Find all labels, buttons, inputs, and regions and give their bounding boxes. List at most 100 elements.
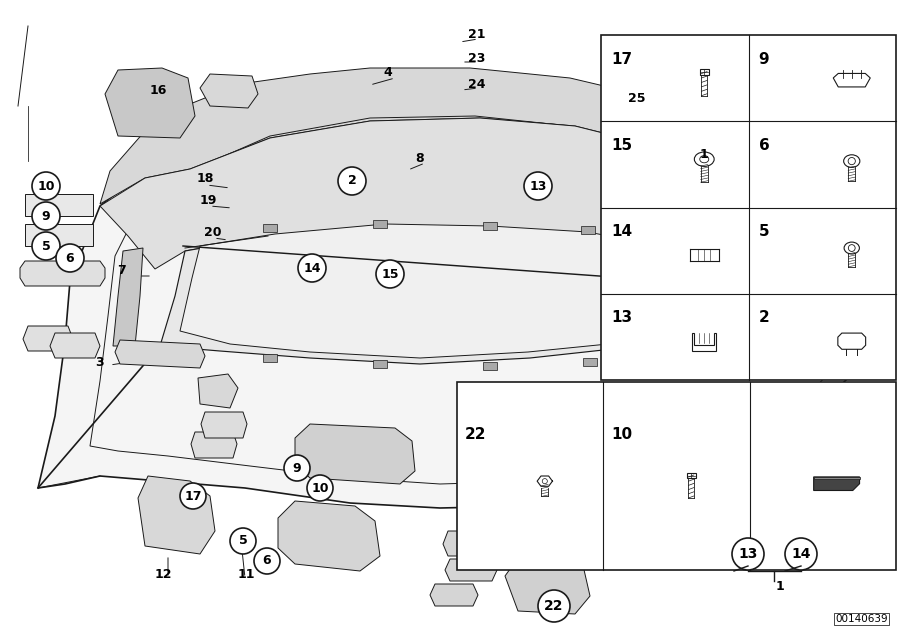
Bar	[483, 222, 497, 230]
Bar	[663, 250, 677, 258]
Circle shape	[338, 167, 366, 195]
Text: 2: 2	[347, 174, 356, 188]
Text: 25: 25	[628, 92, 645, 104]
Bar	[699, 69, 709, 75]
Text: 13: 13	[738, 547, 758, 561]
Polygon shape	[430, 584, 478, 606]
Circle shape	[32, 232, 60, 260]
Text: 15: 15	[611, 138, 632, 153]
Bar	[263, 354, 277, 362]
Text: 13: 13	[611, 310, 632, 326]
Text: 5: 5	[41, 240, 50, 252]
Text: 9: 9	[292, 462, 302, 474]
Polygon shape	[115, 340, 205, 368]
Text: 9: 9	[41, 209, 50, 223]
Polygon shape	[100, 68, 845, 246]
Polygon shape	[505, 554, 590, 614]
Bar	[263, 224, 277, 232]
Text: 22: 22	[544, 599, 563, 613]
Text: 24: 24	[468, 78, 485, 90]
Text: 20: 20	[204, 226, 221, 238]
Polygon shape	[38, 81, 875, 508]
Bar	[687, 473, 696, 478]
Polygon shape	[100, 118, 845, 284]
Polygon shape	[443, 531, 497, 556]
Polygon shape	[113, 248, 143, 346]
Text: 6: 6	[66, 251, 75, 265]
Polygon shape	[445, 559, 497, 581]
Circle shape	[376, 260, 404, 288]
Text: 6: 6	[263, 555, 271, 567]
Polygon shape	[295, 424, 415, 484]
Polygon shape	[814, 477, 860, 479]
Bar	[25, 194, 93, 216]
Text: 17: 17	[611, 52, 632, 67]
Polygon shape	[20, 261, 105, 286]
Circle shape	[785, 538, 817, 570]
Text: 10: 10	[311, 481, 328, 495]
Text: 00140639: 00140639	[835, 614, 888, 624]
Text: 10: 10	[611, 427, 633, 442]
Polygon shape	[23, 326, 73, 351]
Text: 18: 18	[197, 172, 214, 184]
Text: 21: 21	[468, 29, 485, 41]
Polygon shape	[604, 506, 658, 544]
Text: 15: 15	[382, 268, 399, 280]
Text: 17: 17	[184, 490, 202, 502]
Text: 14: 14	[791, 547, 811, 561]
Text: 2: 2	[759, 310, 769, 326]
Polygon shape	[200, 74, 258, 108]
Text: 8: 8	[415, 151, 424, 165]
Text: 3: 3	[95, 357, 104, 370]
Polygon shape	[105, 68, 195, 138]
Text: 11: 11	[238, 567, 256, 581]
Bar	[663, 354, 677, 362]
Polygon shape	[198, 374, 238, 408]
Circle shape	[298, 254, 326, 282]
Text: 9: 9	[759, 52, 769, 67]
Text: 1: 1	[700, 148, 709, 162]
Bar	[373, 360, 387, 368]
Circle shape	[732, 538, 764, 570]
Polygon shape	[191, 432, 237, 458]
Circle shape	[254, 548, 280, 574]
Circle shape	[56, 244, 84, 272]
Text: 5: 5	[759, 224, 769, 239]
Bar	[581, 226, 595, 234]
Circle shape	[32, 172, 60, 200]
Bar	[25, 224, 93, 246]
Polygon shape	[160, 226, 710, 364]
Circle shape	[180, 483, 206, 509]
Circle shape	[524, 172, 552, 200]
Text: 6: 6	[759, 138, 769, 153]
Polygon shape	[717, 281, 745, 376]
Circle shape	[230, 528, 256, 554]
Bar	[373, 220, 387, 228]
Text: 23: 23	[468, 52, 485, 64]
Text: 5: 5	[238, 534, 248, 548]
Bar	[601, 35, 896, 380]
Bar	[457, 382, 896, 570]
Polygon shape	[180, 224, 700, 358]
Text: 1: 1	[776, 579, 785, 593]
Polygon shape	[138, 476, 215, 554]
Text: 14: 14	[303, 261, 320, 275]
Text: 16: 16	[150, 83, 167, 97]
Text: 13: 13	[529, 179, 546, 193]
Text: 7: 7	[117, 263, 126, 277]
Text: 22: 22	[465, 427, 487, 442]
Bar	[583, 358, 597, 366]
Polygon shape	[50, 333, 100, 358]
Circle shape	[284, 455, 310, 481]
Text: 19: 19	[200, 193, 218, 207]
Text: 4: 4	[383, 66, 392, 78]
Polygon shape	[201, 412, 247, 438]
Bar	[483, 362, 497, 370]
Text: 10: 10	[37, 179, 55, 193]
Text: 12: 12	[155, 567, 173, 581]
Circle shape	[32, 202, 60, 230]
Text: 14: 14	[611, 224, 632, 239]
Polygon shape	[814, 477, 860, 490]
Circle shape	[538, 590, 570, 622]
Circle shape	[307, 475, 333, 501]
